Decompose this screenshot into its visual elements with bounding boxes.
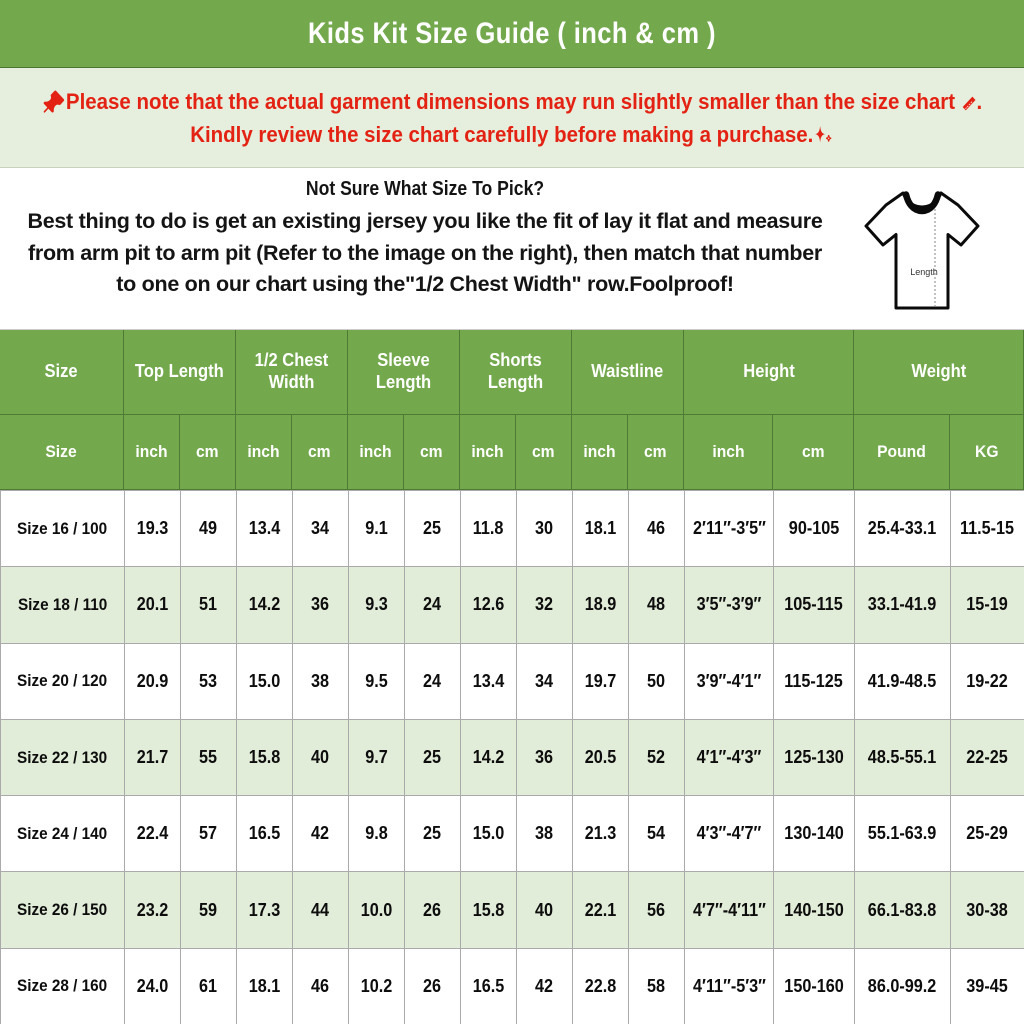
svg-text:Length: Length (910, 267, 938, 277)
